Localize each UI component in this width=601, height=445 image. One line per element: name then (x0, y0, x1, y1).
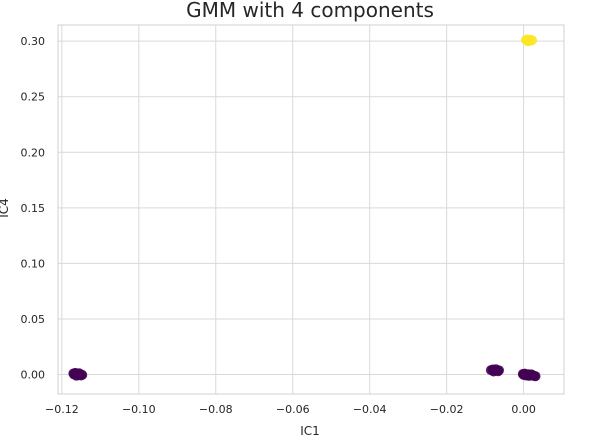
x-tick-label: −0.10 (122, 403, 156, 416)
chart-title: GMM with 4 components (186, 0, 434, 22)
y-tick-label: 0.00 (21, 369, 46, 382)
x-tick-label: −0.04 (353, 403, 387, 416)
y-tick-label: 0.10 (21, 257, 46, 270)
y-tick-label: 0.05 (21, 313, 46, 326)
y-tick-label: 0.30 (21, 35, 46, 48)
grid-lines (58, 25, 564, 394)
x-tick-label: −0.02 (430, 403, 464, 416)
scatter-point (523, 36, 534, 47)
y-tick-label: 0.15 (21, 202, 46, 215)
x-tick-label: 0.00 (511, 403, 536, 416)
scatter-point (493, 365, 504, 376)
scatter-point (527, 369, 538, 380)
data-points (68, 34, 541, 382)
x-tick-labels: −0.12 −0.10 −0.08 −0.06 −0.04 −0.02 0.00 (45, 403, 536, 416)
y-tick-label: 0.20 (21, 146, 46, 159)
x-axis-label: IC1 (300, 424, 320, 438)
scatter-point (518, 369, 529, 380)
y-axis-label: IC4 (0, 198, 11, 218)
x-tick-label: −0.12 (45, 403, 79, 416)
x-tick-label: −0.06 (276, 403, 310, 416)
plot-area-frame (57, 24, 565, 395)
y-tick-label: 0.25 (21, 91, 46, 104)
x-tick-label: −0.08 (199, 403, 233, 416)
scatter-point (77, 369, 88, 380)
y-tick-labels: 0.00 0.05 0.10 0.15 0.20 0.25 0.30 (21, 35, 46, 381)
